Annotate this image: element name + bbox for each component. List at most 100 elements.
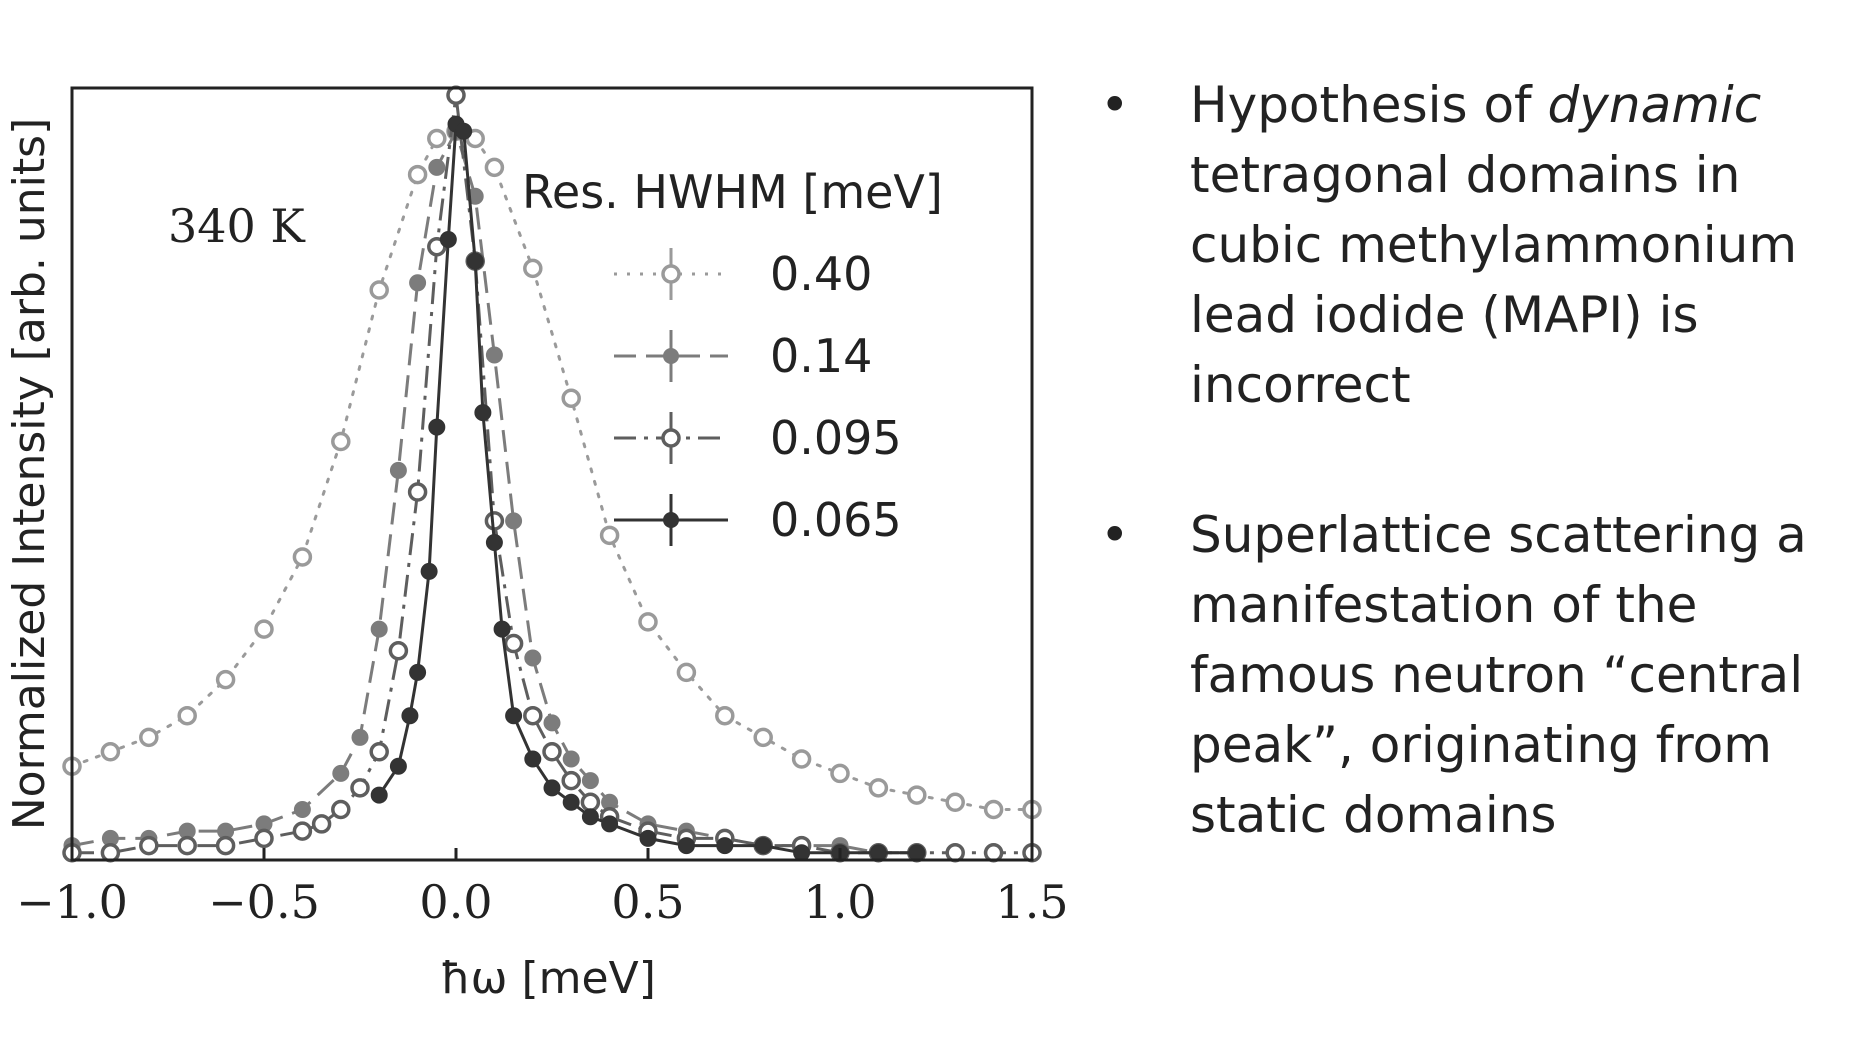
data-point xyxy=(485,534,503,552)
data-point xyxy=(639,829,657,847)
bullet-list: • Hypothesis of dynamic tetragonal domai… xyxy=(1080,70,1860,930)
legend-marker xyxy=(661,264,681,284)
series-line xyxy=(70,129,1034,811)
data-point xyxy=(505,512,523,530)
legend-marker xyxy=(663,348,679,364)
data-point xyxy=(715,705,735,726)
legend: Res. HWHM [meV] 0.40 0.14 0.095 0.065 xyxy=(522,165,943,547)
y-axis-label: Normalized Intensity [arb. units] xyxy=(4,118,55,830)
legend-marker xyxy=(661,428,681,448)
data-point xyxy=(388,641,409,661)
data-point xyxy=(562,793,580,811)
data-point xyxy=(369,280,389,300)
data-point xyxy=(427,128,447,149)
data-point xyxy=(474,404,492,422)
data-point xyxy=(561,770,581,791)
data-point xyxy=(439,231,457,249)
data-point xyxy=(869,844,887,862)
bullet-text: Hypothesis of xyxy=(1190,76,1548,134)
data-point xyxy=(793,844,811,862)
data-point xyxy=(311,814,332,834)
legend-marker xyxy=(663,512,679,528)
data-point xyxy=(638,612,658,632)
data-point xyxy=(503,633,524,654)
data-point xyxy=(420,562,438,580)
data-point xyxy=(676,662,697,683)
series-4 xyxy=(370,115,926,862)
data-point xyxy=(350,778,370,798)
bullet-emphasis: dynamic xyxy=(1547,76,1762,134)
data-point xyxy=(177,835,197,856)
data-point xyxy=(369,742,389,762)
data-point xyxy=(983,843,1004,863)
legend-entry: 0.14 xyxy=(614,329,872,383)
data-point xyxy=(523,258,543,279)
data-point xyxy=(484,157,505,178)
data-point xyxy=(428,418,446,436)
legend-label: 0.065 xyxy=(770,493,902,547)
legend-label: 0.14 xyxy=(770,329,872,383)
data-point xyxy=(292,547,313,567)
data-point xyxy=(543,714,561,732)
series-layer xyxy=(62,85,1042,863)
data-point xyxy=(505,707,523,725)
legend-label: 0.40 xyxy=(770,247,872,301)
data-point xyxy=(581,808,599,826)
data-point xyxy=(292,821,313,841)
data-point xyxy=(139,835,159,856)
data-point xyxy=(446,85,466,105)
data-point xyxy=(466,252,484,270)
x-axis-label: ħω [meV] xyxy=(440,953,656,1004)
data-point xyxy=(716,837,734,855)
legend-title: Res. HWHM [meV] xyxy=(522,165,943,219)
data-point xyxy=(409,274,427,292)
bullet-item-2: • Superlattice scattering a manifestatio… xyxy=(1080,500,1860,850)
bullet-marker: • xyxy=(1100,506,1130,564)
data-point xyxy=(215,835,236,856)
legend-entry: 0.40 xyxy=(614,247,872,301)
bullet-text: Superlattice scattering a manifestation … xyxy=(1190,506,1807,844)
data-point xyxy=(370,620,388,638)
data-point xyxy=(389,461,407,479)
data-point xyxy=(215,669,236,690)
data-point xyxy=(409,663,427,681)
x-tick-label: 1.0 xyxy=(803,875,876,929)
bullet-item-1: • Hypothesis of dynamic tetragonal domai… xyxy=(1080,70,1860,420)
x-tick-label: 0.0 xyxy=(419,875,492,929)
data-point xyxy=(580,792,601,813)
data-point xyxy=(524,649,542,667)
data-point xyxy=(331,431,351,452)
data-point xyxy=(524,750,542,768)
data-point xyxy=(407,482,428,502)
data-point xyxy=(407,164,428,185)
data-point xyxy=(493,620,511,638)
x-ticks: −1.0 −0.5 0.0 0.5 1.0 1.5 xyxy=(16,848,1069,929)
data-point xyxy=(523,705,543,726)
data-point xyxy=(351,728,369,746)
data-point xyxy=(830,763,850,784)
data-point xyxy=(601,815,619,833)
legend-entry: 0.065 xyxy=(614,493,902,547)
data-point xyxy=(868,778,889,798)
data-point xyxy=(677,837,695,855)
x-tick-label: 1.5 xyxy=(995,875,1068,929)
legend-label: 0.095 xyxy=(770,411,902,465)
data-point xyxy=(581,772,599,790)
data-point xyxy=(331,799,351,820)
data-point xyxy=(908,844,926,862)
data-point xyxy=(389,757,407,775)
data-point xyxy=(455,122,473,140)
data-point xyxy=(485,346,503,364)
data-point xyxy=(599,525,620,546)
bullet-marker: • xyxy=(1100,76,1130,134)
data-point xyxy=(139,727,159,748)
data-point xyxy=(983,799,1004,820)
x-tick-label: −1.0 xyxy=(16,875,128,929)
data-point xyxy=(945,843,965,863)
data-point xyxy=(428,158,446,176)
data-point xyxy=(177,705,197,726)
data-point xyxy=(293,800,311,818)
data-point xyxy=(332,764,350,782)
data-point xyxy=(907,785,927,805)
